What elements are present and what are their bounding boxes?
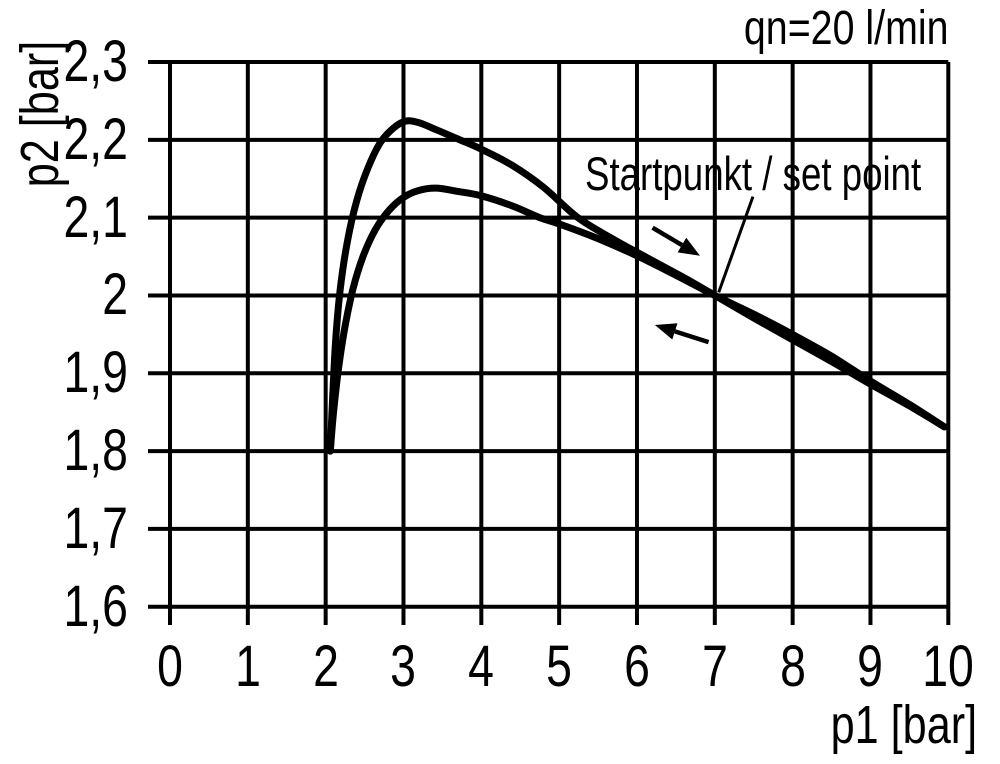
y-tick-label: 1,8	[63, 418, 128, 484]
x-tick-label: 3	[390, 634, 417, 699]
flow-arrow-head-return	[654, 323, 678, 340]
flow-rate-label: qn=20 l/min	[743, 2, 948, 55]
y-tick-label: 1,9	[63, 340, 128, 406]
y-tick-label: 2	[102, 262, 128, 328]
x-tick-label: 10	[922, 634, 975, 699]
x-tick-label: 1	[234, 634, 261, 699]
x-tick-label: 6	[624, 634, 650, 699]
curve-lower	[326, 184, 948, 455]
set-point-leader-line	[717, 196, 755, 293]
flow-arrow-shaft-forward	[651, 225, 684, 248]
x-axis-title: p1 [bar]	[830, 695, 978, 755]
y-tick-label: 2,3	[63, 29, 128, 94]
x-tick-label: 5	[546, 634, 573, 699]
x-tick-label: 7	[701, 634, 728, 699]
flow-arrow-head-forward	[677, 237, 701, 256]
y-tick-label: 2,2	[63, 106, 128, 172]
y-tick-label: 1,7	[63, 495, 128, 561]
y-tick-label: 1,6	[63, 573, 128, 639]
flow-arrow-shaft-return	[674, 329, 710, 345]
set-point-label: Startpunkt / set point	[585, 147, 922, 200]
x-tick-label: 0	[157, 634, 183, 699]
x-tick-label: 8	[779, 634, 806, 699]
x-tick-label: 9	[857, 634, 884, 699]
x-tick-label: 4	[468, 634, 495, 699]
y-tick-label: 2,1	[63, 184, 128, 250]
x-tick-label: 2	[312, 634, 339, 699]
curve-upper	[326, 117, 948, 455]
